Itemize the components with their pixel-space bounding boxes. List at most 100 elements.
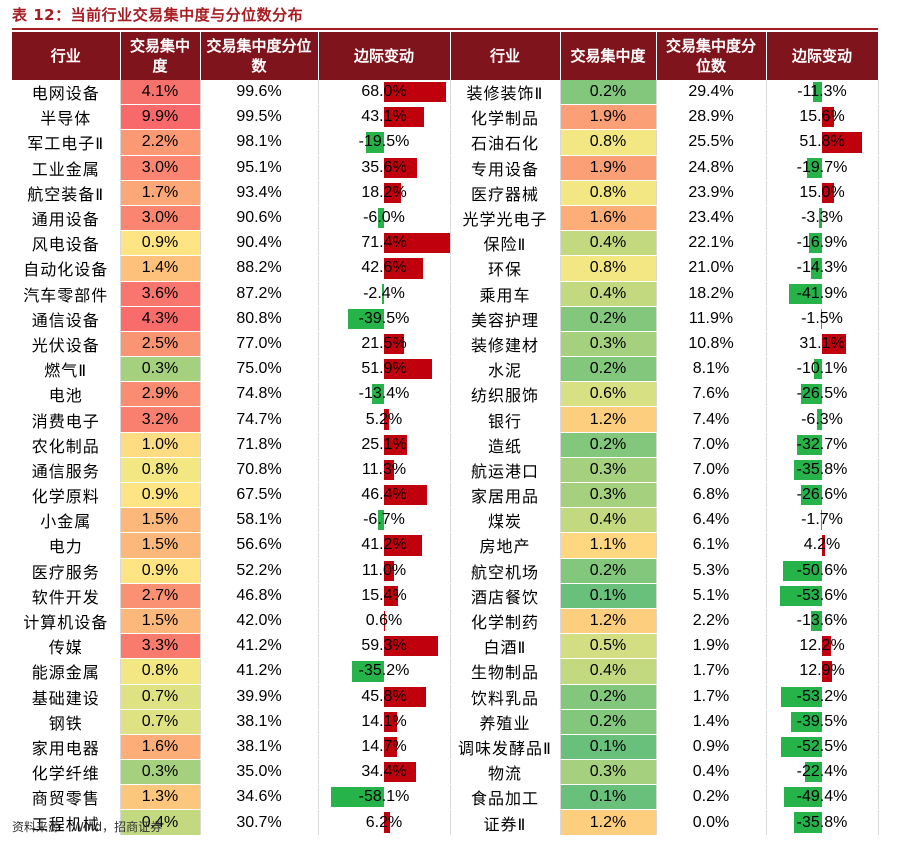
change-cell-left: 42.6% — [318, 255, 451, 282]
change-bar — [794, 812, 822, 833]
change-cell-left: -6.0% — [318, 205, 451, 232]
table-row: 电网设备 4.1% 99.6% 68.0% 装修装饰Ⅱ 0.2% 29.4% -11.3% — [12, 80, 879, 106]
concentration-cell-left: 0.7% — [120, 709, 201, 735]
concentration-cell-right: 0.2% — [560, 80, 657, 106]
change-bar — [366, 132, 384, 153]
industry-cell-left: 工程机械 — [12, 809, 121, 836]
change-value: 43.1% — [361, 108, 407, 126]
percentile-cell-right: 5.3% — [656, 558, 767, 584]
change-value: 46.4% — [361, 486, 407, 504]
change-cell-left: 14.7% — [318, 734, 451, 761]
change-cell-right: -10.1% — [766, 356, 879, 383]
header-row: 行业 交易集中度 交易集中度分位数 边际变动 行业 交易集中度 交易集中度分位数… — [12, 32, 879, 80]
change-bar — [813, 82, 822, 103]
concentration-cell-left: 0.9% — [120, 482, 201, 509]
industry-cell-right: 环保 — [450, 255, 561, 282]
change-cell-right: 51.8% — [766, 129, 879, 156]
change-bar — [384, 535, 422, 556]
concentration-cell-left: 3.0% — [120, 205, 201, 232]
percentile-cell-right: 23.4% — [656, 205, 767, 232]
change-bar — [384, 182, 401, 203]
concentration-cell-left: 0.3% — [120, 759, 201, 786]
percentile-cell-right: 24.8% — [656, 155, 767, 181]
percentile-cell-right: 6.4% — [656, 507, 767, 534]
change-value: -6.7% — [363, 511, 405, 529]
change-value: -39.5% — [796, 712, 848, 730]
change-bar — [384, 157, 417, 178]
percentile-cell-left: 74.7% — [200, 406, 319, 433]
change-bar — [806, 157, 822, 178]
change-value: -6.0% — [363, 209, 405, 227]
concentration-cell-left: 0.9% — [120, 230, 201, 257]
change-bar — [384, 434, 408, 455]
change-value: -19.7% — [796, 158, 848, 176]
change-value: 14.7% — [361, 737, 407, 755]
change-bar — [801, 384, 822, 405]
table-row: 通信服务 0.8% 70.8% 11.3% 航运港口 0.3% 7.0% -35.8% — [12, 457, 879, 484]
concentration-cell-right: 0.2% — [560, 356, 657, 383]
change-bar — [814, 359, 822, 380]
industry-cell-left: 通用设备 — [12, 205, 121, 232]
percentile-cell-right: 29.4% — [656, 80, 767, 106]
percentile-cell-left: 80.8% — [200, 306, 319, 332]
change-cell-left: 18.2% — [318, 180, 451, 206]
concentration-cell-right: 1.2% — [560, 608, 657, 635]
percentile-cell-left: 90.6% — [200, 205, 319, 232]
concentration-cell-left: 3.0% — [120, 155, 201, 181]
percentile-cell-right: 0.2% — [656, 784, 767, 811]
percentile-cell-left: 75.0% — [200, 356, 319, 383]
percentile-cell-left: 87.2% — [200, 281, 319, 307]
change-value: 42.6% — [361, 259, 407, 277]
header-industry-right: 行业 — [450, 32, 561, 80]
change-cell-left: 5.2% — [318, 406, 451, 433]
header-percentile-left: 交易集中度分位数 — [200, 32, 319, 80]
change-cell-right: -22.4% — [766, 759, 879, 786]
percentile-cell-right: 1.7% — [656, 684, 767, 710]
concentration-cell-right: 0.2% — [560, 684, 657, 710]
change-bar — [810, 258, 822, 279]
percentile-cell-right: 7.6% — [656, 381, 767, 408]
industry-cell-right: 煤炭 — [450, 507, 561, 534]
table-row: 通信设备 4.3% 80.8% -39.5% 美容护理 0.2% 11.9% -1.5% — [12, 306, 879, 332]
change-cell-right: -53.6% — [766, 583, 879, 609]
change-value: -35.8% — [796, 813, 848, 831]
change-cell-right: -35.8% — [766, 457, 879, 484]
change-value: 34.4% — [361, 763, 407, 781]
change-bar — [384, 560, 395, 581]
percentile-cell-right: 22.1% — [656, 230, 767, 257]
concentration-cell-right: 0.4% — [560, 507, 657, 534]
concentration-cell-left: 4.3% — [120, 306, 201, 332]
industry-cell-left: 半导体 — [12, 104, 121, 131]
change-cell-right: -16.9% — [766, 230, 879, 257]
percentile-cell-right: 25.5% — [656, 129, 767, 156]
percentile-cell-left: 67.5% — [200, 482, 319, 509]
change-cell-left: 35.6% — [318, 155, 451, 181]
table-row: 电力 1.5% 56.6% 41.2% 房地产 1.1% 6.1% 4.2% — [12, 532, 879, 559]
concentration-cell-right: 0.3% — [560, 759, 657, 786]
industry-cell-left: 基础建设 — [12, 684, 121, 710]
industry-cell-right: 生物制品 — [450, 658, 561, 685]
industry-cell-right: 医疗器械 — [450, 180, 561, 206]
concentration-cell-left: 2.2% — [120, 129, 201, 156]
industry-cell-left: 能源金属 — [12, 658, 121, 685]
change-value: -53.2% — [796, 687, 848, 705]
change-cell-left: 14.1% — [318, 709, 451, 735]
change-value: -1.5% — [801, 309, 843, 327]
concentration-cell-right: 0.8% — [560, 180, 657, 206]
industry-cell-left: 光伏设备 — [12, 331, 121, 358]
change-cell-right: -32.7% — [766, 432, 879, 458]
concentration-cell-left: 1.6% — [120, 734, 201, 761]
title-rule — [12, 28, 878, 30]
concentration-cell-left: 3.2% — [120, 406, 201, 433]
change-cell-right: 31.1% — [766, 331, 879, 358]
industry-cell-right: 乘用车 — [450, 281, 561, 307]
industry-cell-right: 航运港口 — [450, 457, 561, 484]
percentile-cell-left: 41.2% — [200, 658, 319, 685]
percentile-cell-right: 6.8% — [656, 482, 767, 509]
change-cell-right: -19.7% — [766, 155, 879, 181]
change-bar — [384, 736, 398, 758]
concentration-cell-right: 0.2% — [560, 558, 657, 584]
change-bar — [384, 233, 449, 254]
change-bar — [384, 409, 389, 430]
concentration-cell-left: 2.5% — [120, 331, 201, 358]
